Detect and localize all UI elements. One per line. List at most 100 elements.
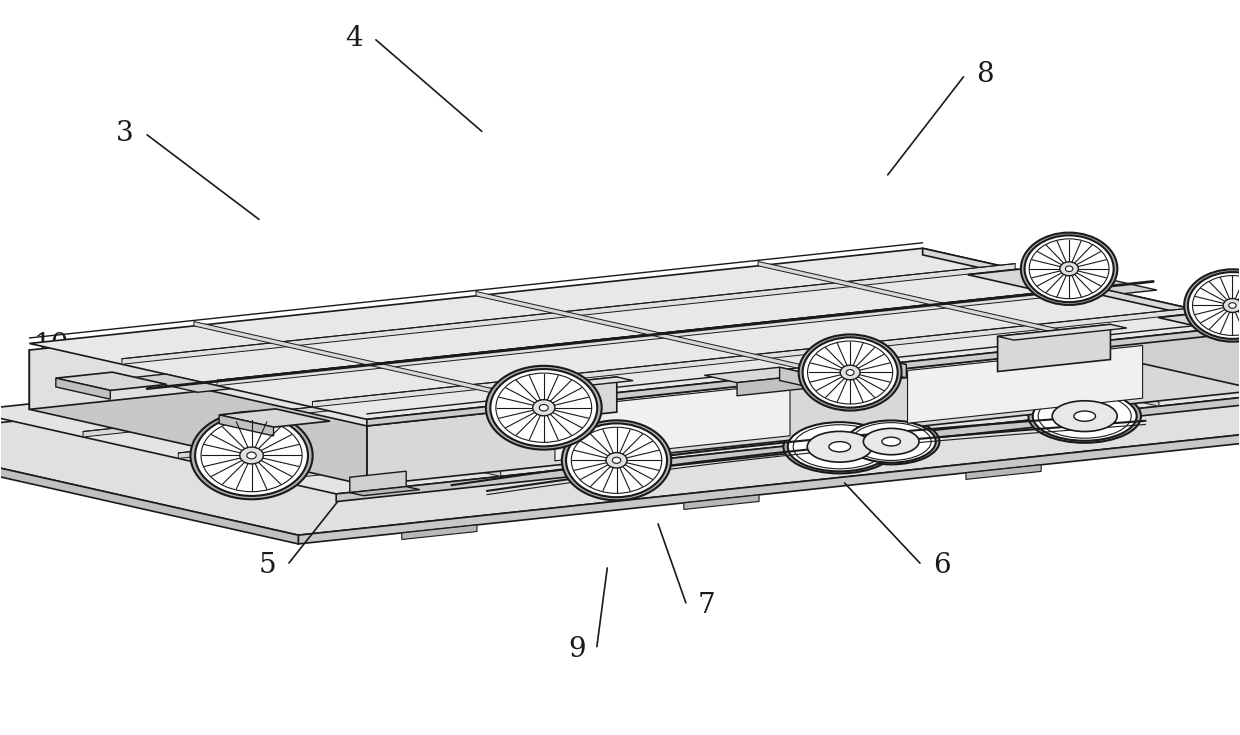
Polygon shape [336,389,1240,501]
Polygon shape [503,377,634,392]
Polygon shape [350,487,420,495]
Ellipse shape [799,334,901,411]
Polygon shape [998,324,1127,340]
Ellipse shape [562,420,671,501]
Polygon shape [991,317,1240,424]
Polygon shape [1024,269,1090,293]
Polygon shape [30,248,1240,420]
Ellipse shape [807,341,893,404]
Polygon shape [967,269,1090,290]
Ellipse shape [1021,232,1117,305]
Ellipse shape [794,425,887,469]
Polygon shape [874,357,906,378]
Polygon shape [1190,370,1228,386]
Ellipse shape [496,373,591,442]
Polygon shape [737,375,812,396]
Polygon shape [758,262,1096,342]
Polygon shape [556,383,790,461]
Polygon shape [0,306,1240,494]
Polygon shape [966,465,1042,479]
Polygon shape [219,415,274,436]
Ellipse shape [1060,262,1079,276]
Polygon shape [908,345,1142,423]
Ellipse shape [1229,303,1236,308]
Ellipse shape [1074,411,1095,421]
Polygon shape [122,264,1016,365]
Polygon shape [780,368,812,388]
Text: 5: 5 [259,552,277,578]
Ellipse shape [1033,392,1137,441]
Ellipse shape [807,431,872,462]
Ellipse shape [1029,239,1109,298]
Ellipse shape [802,337,898,408]
Polygon shape [1059,276,1157,293]
Polygon shape [312,306,1205,407]
Polygon shape [367,331,1240,485]
Ellipse shape [191,412,312,499]
Polygon shape [130,389,501,476]
Polygon shape [998,324,1111,371]
Ellipse shape [1028,390,1141,442]
Polygon shape [133,374,231,392]
Ellipse shape [239,447,263,464]
Ellipse shape [572,427,662,493]
Polygon shape [179,348,1166,459]
Ellipse shape [843,419,940,465]
Polygon shape [30,350,367,485]
Ellipse shape [195,415,308,496]
Polygon shape [831,365,906,386]
Ellipse shape [828,442,851,452]
Ellipse shape [1053,401,1117,431]
Polygon shape [219,409,330,427]
Ellipse shape [882,437,900,446]
Ellipse shape [1038,394,1131,438]
Ellipse shape [490,369,598,446]
Ellipse shape [247,452,257,459]
Ellipse shape [846,370,854,376]
Polygon shape [193,321,532,402]
Ellipse shape [784,420,897,473]
Polygon shape [350,471,407,492]
Text: 4: 4 [345,24,363,51]
Text: 9: 9 [568,636,585,663]
Ellipse shape [565,423,667,497]
Ellipse shape [852,423,931,460]
Polygon shape [799,357,906,373]
Ellipse shape [787,422,892,471]
Ellipse shape [533,400,556,416]
Polygon shape [683,495,759,509]
Polygon shape [476,292,813,372]
Ellipse shape [1193,276,1240,335]
Text: 6: 6 [932,552,951,578]
Polygon shape [56,379,110,399]
Polygon shape [923,248,1240,331]
Polygon shape [0,317,1240,535]
Polygon shape [503,377,616,424]
Polygon shape [1102,324,1141,340]
Ellipse shape [1223,298,1240,312]
Polygon shape [1065,324,1141,337]
Ellipse shape [613,457,621,463]
Polygon shape [217,285,1111,386]
Text: 3: 3 [117,120,134,147]
Ellipse shape [841,365,861,380]
Polygon shape [274,369,1240,480]
Polygon shape [1158,312,1240,332]
Polygon shape [954,306,1240,396]
Ellipse shape [1024,235,1114,302]
Polygon shape [704,368,812,383]
Text: 10: 10 [33,332,68,359]
Ellipse shape [1184,269,1240,342]
Polygon shape [299,415,1240,544]
Ellipse shape [1188,272,1240,339]
Ellipse shape [1065,266,1073,271]
Ellipse shape [539,404,548,411]
Polygon shape [1040,337,1079,352]
Polygon shape [1215,312,1240,335]
Polygon shape [0,437,299,544]
Ellipse shape [201,419,303,492]
Polygon shape [460,354,830,441]
Polygon shape [30,255,923,409]
Polygon shape [56,372,166,390]
Polygon shape [367,324,1240,426]
